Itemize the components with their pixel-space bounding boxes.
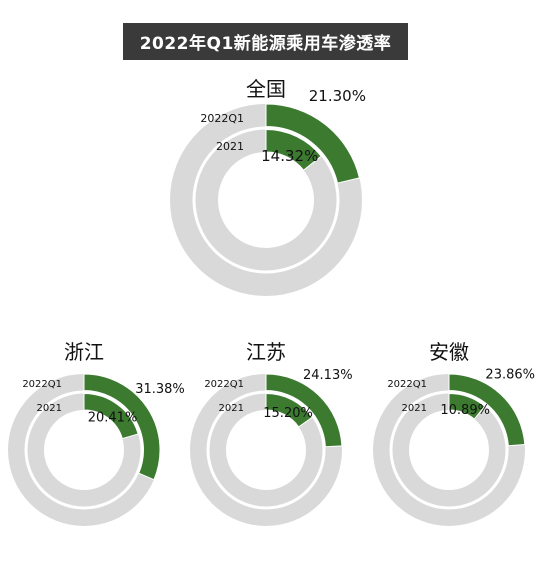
value-label-2022q1: 23.86% <box>485 367 535 382</box>
chart-title: 2022年Q1新能源乘用车渗透率 <box>123 23 408 60</box>
ring-name-inner: 2021 <box>216 140 244 153</box>
ring-name-outer: 2022Q1 <box>387 379 427 390</box>
region-title: 安徽 <box>429 340 469 364</box>
region-title: 浙江 <box>64 340 104 364</box>
value-label-2021: 20.41% <box>88 410 138 425</box>
value-label-2021: 15.20% <box>263 406 313 421</box>
ring-name-inner: 2021 <box>402 403 427 414</box>
ring-arc-2021 <box>83 392 139 440</box>
ring-arc-2021 <box>448 392 486 420</box>
chart-anhui: 安徽 2022Q1 2021 23.86% 10.89% <box>373 340 535 526</box>
ring-name-outer: 2022Q1 <box>200 112 244 125</box>
ring-name-inner: 2021 <box>219 403 244 414</box>
ring-arc-2021 <box>265 392 313 428</box>
ring-arc-2022q1 <box>265 373 343 448</box>
region-title: 江苏 <box>246 340 286 364</box>
ring-arc-2022q1 <box>83 373 161 481</box>
chart-zhejiang: 浙江 2022Q1 2021 31.38% 20.41% <box>8 340 185 526</box>
ring-arc-2021 <box>265 128 322 171</box>
ring-name-outer: 2022Q1 <box>204 379 244 390</box>
ring-arc-2022q1 <box>265 103 361 184</box>
value-label-2022q1: 31.38% <box>135 382 185 397</box>
value-label-2021: 10.89% <box>440 403 490 418</box>
value-label-2021: 14.32% <box>261 147 318 165</box>
value-label-2022q1: 21.30% <box>309 87 366 105</box>
ring-name-outer: 2022Q1 <box>22 379 62 390</box>
ring-name-inner: 2021 <box>37 403 62 414</box>
region-title: 全国 <box>246 77 286 101</box>
chart-jiangsu: 江苏 2022Q1 2021 24.13% 15.20% <box>190 340 353 526</box>
value-label-2022q1: 24.13% <box>303 368 353 383</box>
ring-arc-2022q1 <box>448 373 526 447</box>
